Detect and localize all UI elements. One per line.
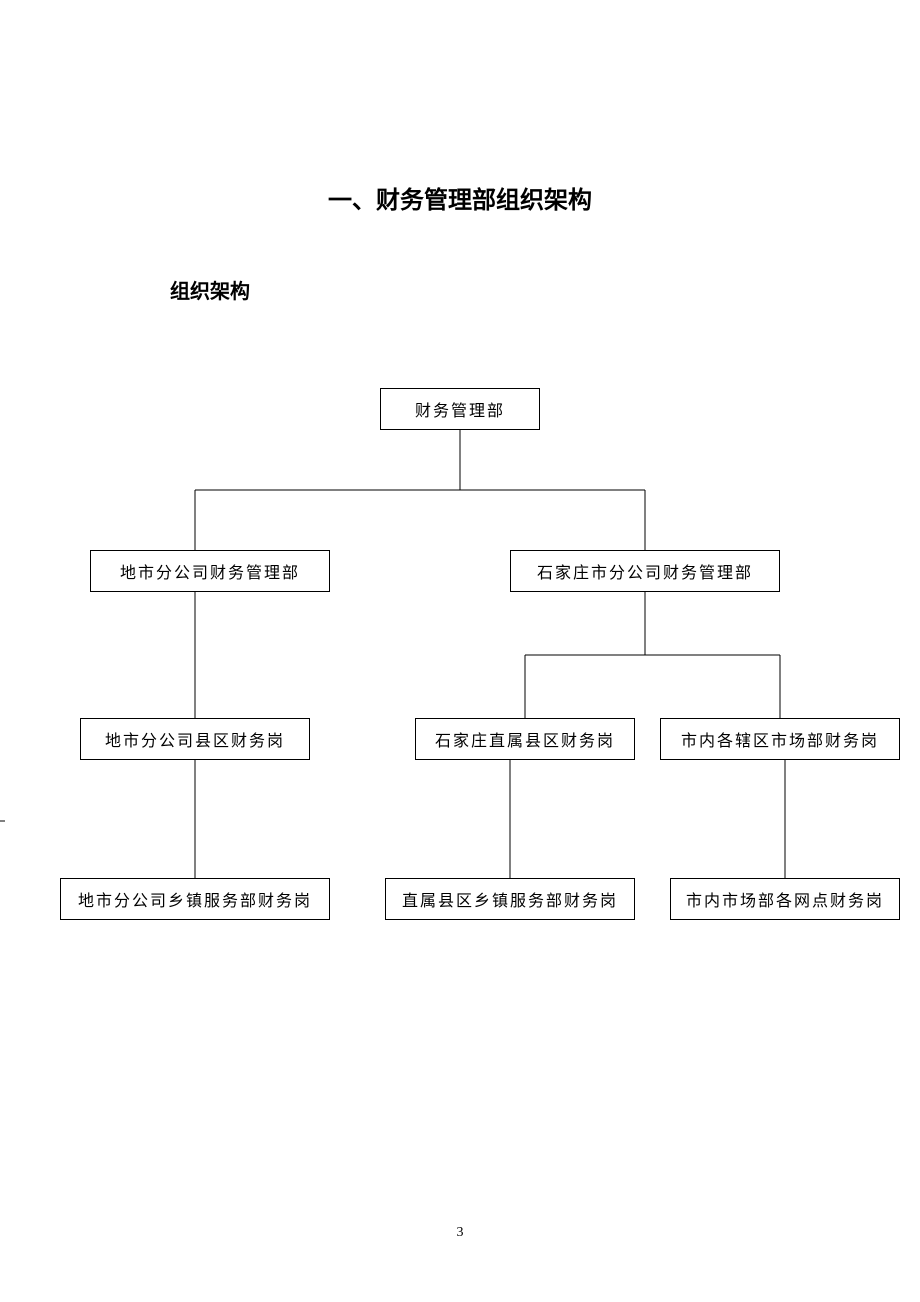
org-node-l2b: 石家庄直属县区财务岗 (415, 718, 635, 760)
org-chart: 财务管理部地市分公司财务管理部 石家庄市分公司财务管理部地市分公司县区财务岗 石家庄… (0, 0, 920, 1302)
org-node-l1b: 石家庄市分公司财务管理部 (510, 550, 780, 592)
connector-lines (0, 0, 920, 1302)
org-node-root: 财务管理部 (380, 388, 540, 430)
page-number: 3 (0, 1225, 920, 1241)
org-node-l3c: 市内市场部各网点财务岗 (670, 878, 900, 920)
org-node-l2c: 市内各辖区市场部财务岗 (660, 718, 900, 760)
org-node-l2a: 地市分公司县区财务岗 (80, 718, 310, 760)
org-node-l1a: 地市分公司财务管理部 (90, 550, 330, 592)
org-node-l3a: 地市分公司乡镇服务部财务岗 (60, 878, 330, 920)
org-node-l3b: 直属县区乡镇服务部财务岗 (385, 878, 635, 920)
